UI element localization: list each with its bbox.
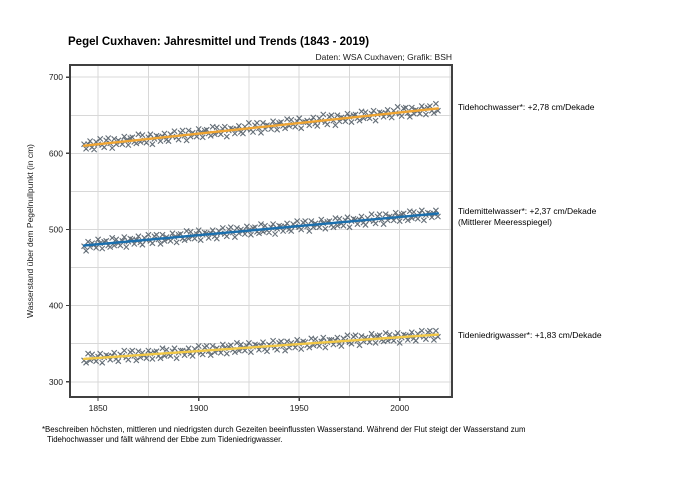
annotation-text: Tideniedrigwasser*: +1,83 cm/Dekade: [458, 330, 602, 340]
chart-title: Pegel Cuxhaven: Jahresmittel und Trends …: [68, 36, 370, 48]
annotation-tidehochwasser: Tidehochwasser*: +2,78 cm/Dekade: [458, 102, 672, 113]
x-tick-label: 1900: [189, 403, 208, 413]
x-tick-label: 2000: [390, 403, 409, 413]
y-axis-label: Wasserstand über dem Pegelnullpunkt (in …: [25, 143, 35, 319]
footnote-line1: *Beschreiben höchsten, mittleren und nie…: [42, 425, 526, 434]
x-tick-label: 1950: [290, 403, 309, 413]
footnote: *Beschreiben höchsten, mittleren und nie…: [42, 425, 642, 446]
axis-tick-labels: 1850 1900 1950 2000 300 400 500 600 700: [49, 72, 410, 413]
y-tick-label: 500: [49, 225, 63, 235]
x-tick-label: 1850: [89, 403, 108, 413]
footnote-line2: Tidehochwasser und fällt während der Ebb…: [47, 435, 283, 445]
y-tick-label: 400: [49, 301, 63, 311]
gridlines: [70, 65, 452, 397]
trend-line-tidehochwasser: [82, 107, 440, 147]
trend-line-tidemittelwasser: [82, 212, 440, 247]
annotation-text: Tidemittelwasser*: +2,37 cm/Dekade: [458, 206, 597, 216]
y-tick-label: 600: [49, 148, 63, 158]
y-tick-label: 300: [49, 377, 63, 387]
annotation-tideniedrigwasser: Tideniedrigwasser*: +1,83 cm/Dekade: [458, 330, 672, 341]
chart-source-note: Daten: WSA Cuxhaven; Grafik: BSH: [315, 52, 452, 62]
y-tick-label: 700: [49, 72, 63, 82]
axis-ticks: [66, 76, 401, 401]
annotation-tidemittelwasser: Tidemittelwasser*: +2,37 cm/Dekade (Mitt…: [458, 206, 672, 228]
annotation-text: Tidehochwasser*: +2,78 cm/Dekade: [458, 102, 595, 112]
trend-line-tideniedrigwasser: [82, 333, 440, 361]
plot-frame: [69, 64, 453, 398]
annotation-text-line2: (Mittlerer Meeresspiegel): [458, 217, 552, 227]
